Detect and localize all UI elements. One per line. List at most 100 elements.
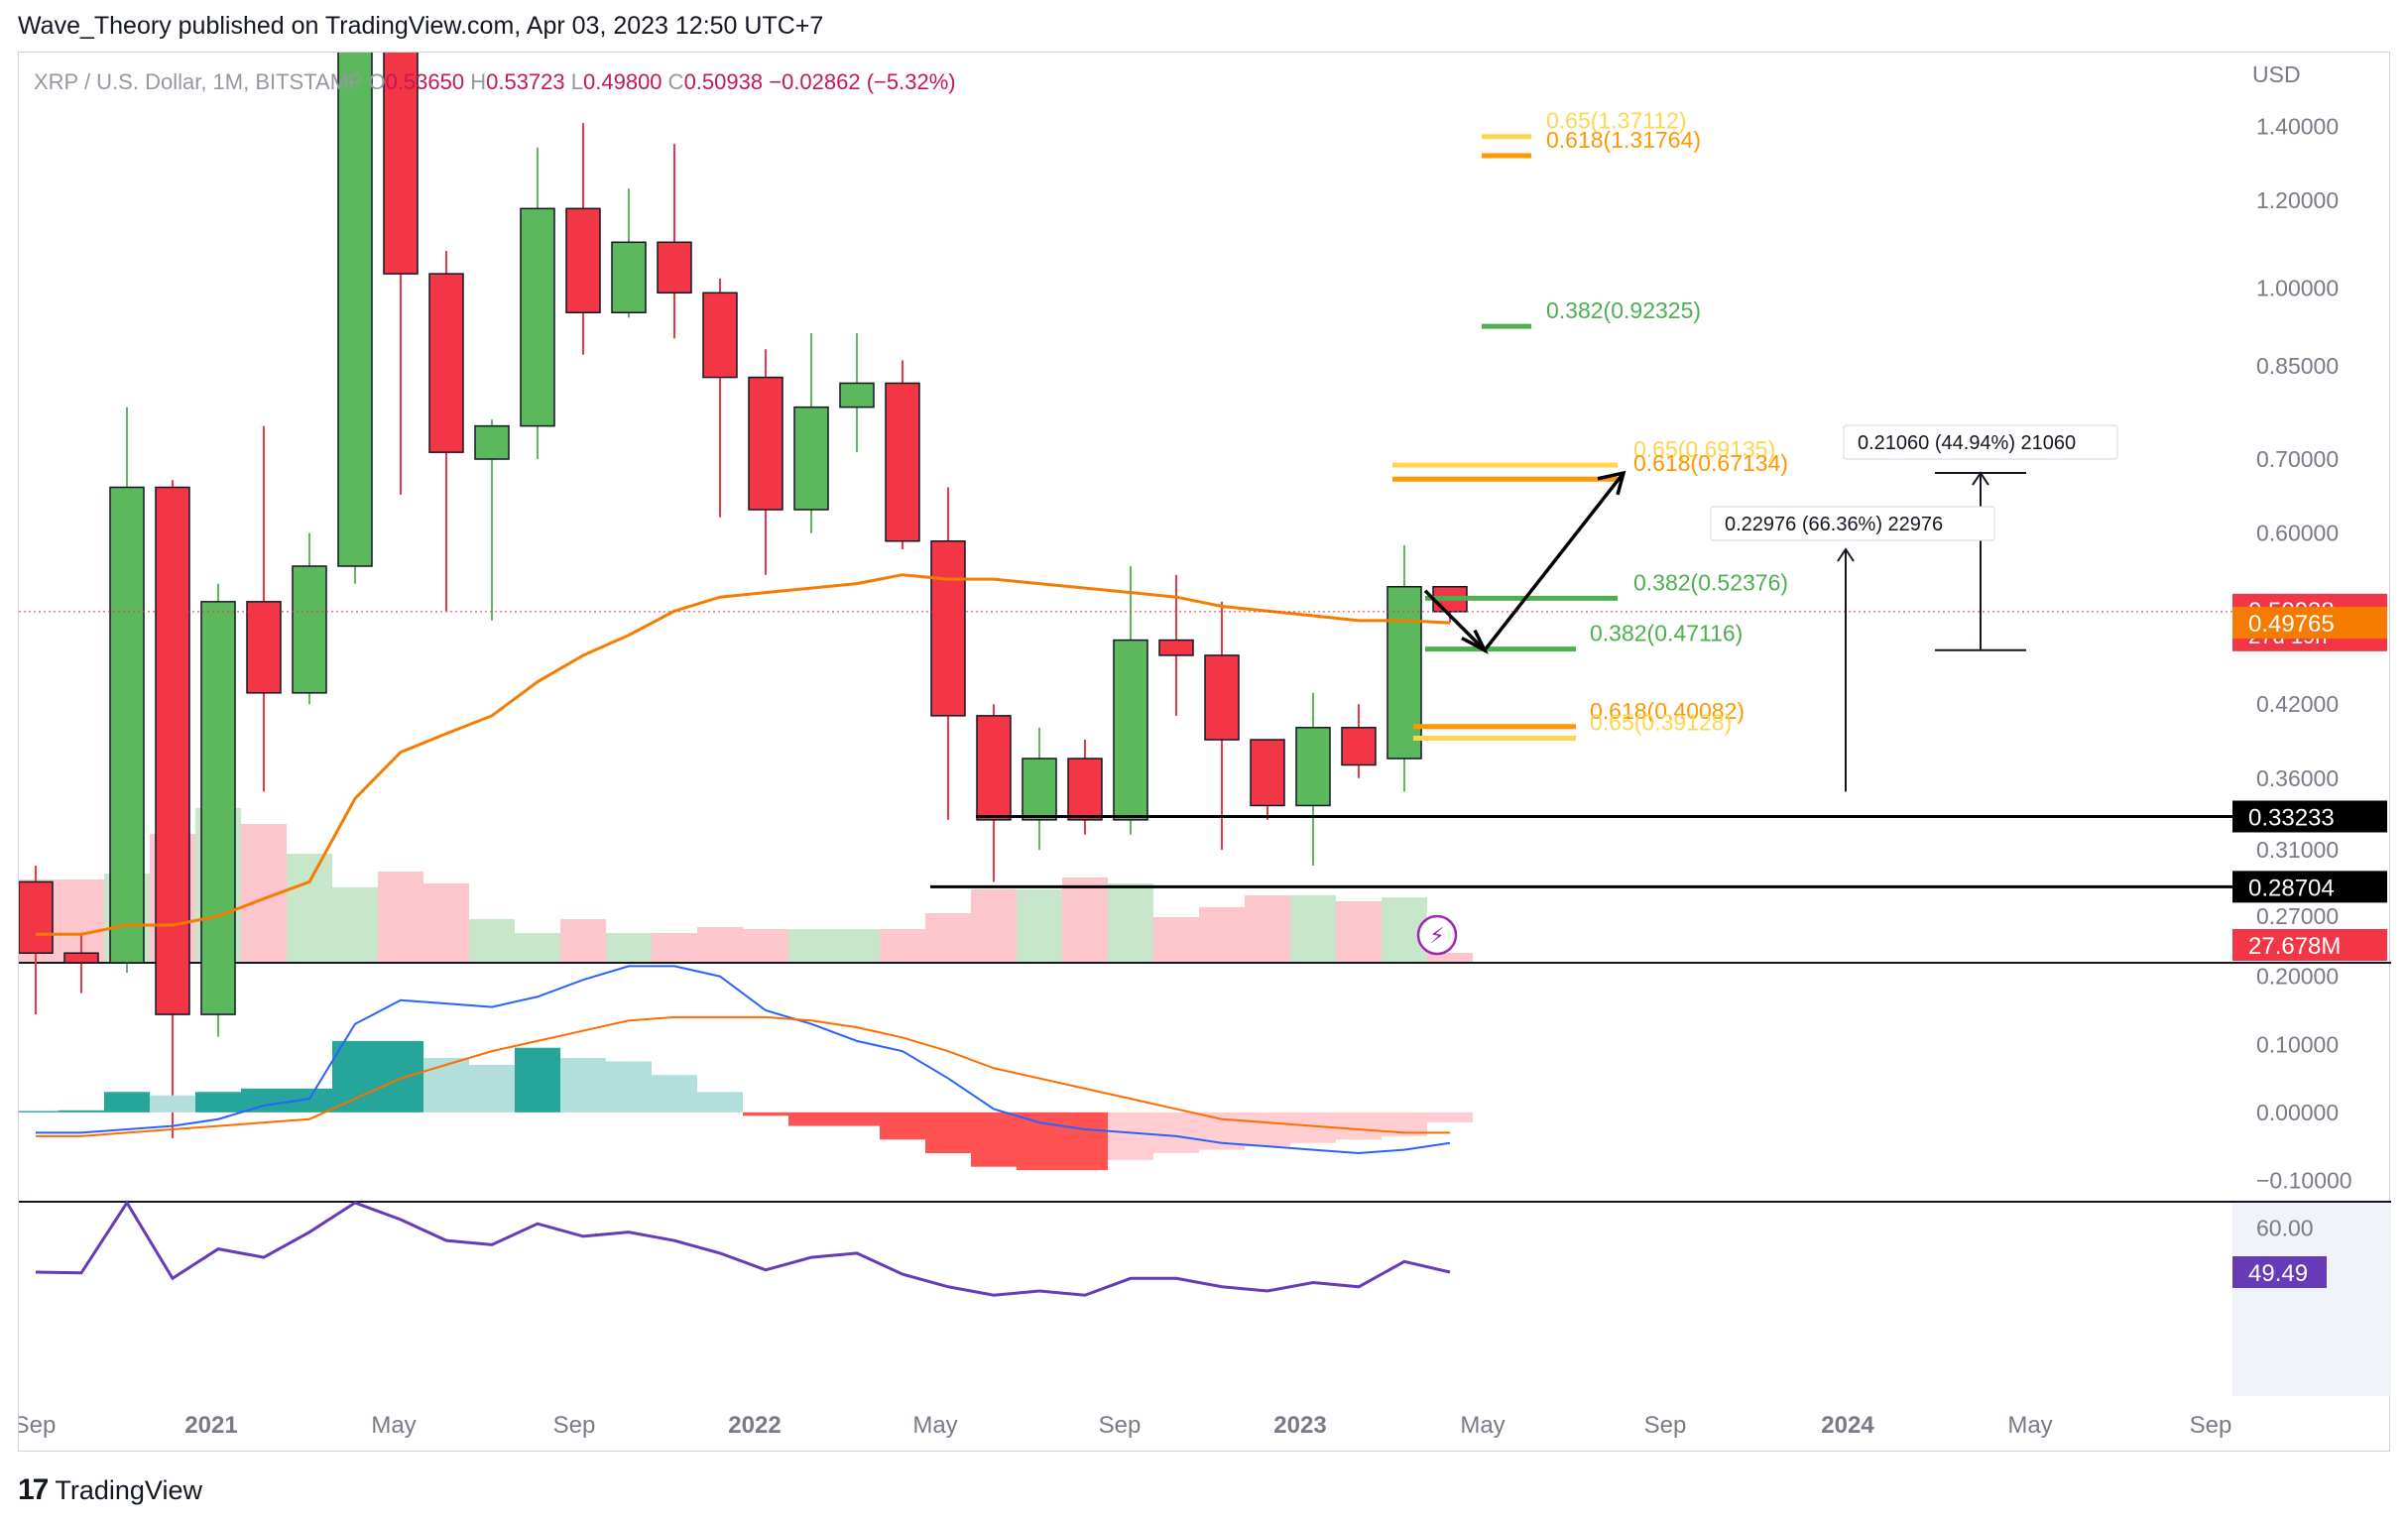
candle-body — [63, 952, 99, 964]
volume-bar — [378, 872, 423, 963]
tradingview-brand[interactable]: 17 TradingView — [18, 1473, 202, 1507]
fib-level-label: 0.618(1.31764) — [1546, 127, 1701, 153]
candle-body — [1067, 758, 1103, 821]
time-tick: 2024 — [1821, 1412, 1874, 1439]
volume-bar — [925, 913, 971, 963]
legend-low-label: L — [570, 69, 584, 94]
price-tick: 0.70000 — [2256, 446, 2339, 472]
macd-tick: 0.00000 — [2256, 1100, 2339, 1125]
volume-bar — [515, 933, 560, 963]
volume-bar — [1427, 953, 1473, 963]
volume-bar — [287, 854, 332, 963]
volume-bar — [1245, 895, 1290, 963]
volume-bar — [560, 919, 606, 963]
macd-histogram-bar — [332, 1040, 378, 1112]
price-tick: 0.31000 — [2256, 837, 2339, 863]
drawings-layer: 0.65(1.37112)0.618(1.31764) 0.382(0.92325… — [19, 108, 2232, 956]
volume-bar — [423, 883, 469, 963]
time-tick: Sep — [553, 1412, 596, 1439]
price-label-text: 0.28704 — [2248, 875, 2335, 901]
volume-bar — [743, 929, 788, 963]
candle-body — [611, 241, 647, 313]
fib-level-label: 0.382(0.47116) — [1590, 621, 1743, 646]
fib-level-label: 0.382(0.52376) — [1633, 569, 1788, 595]
macd-histogram-bar — [195, 1092, 241, 1112]
macd-histogram-bar — [880, 1112, 925, 1140]
volume-bar — [606, 933, 652, 963]
candle-body — [657, 241, 692, 294]
volume-bar — [1017, 889, 1062, 963]
candles-layer — [19, 53, 1468, 1138]
measure-box — [1710, 506, 1995, 541]
time-tick: May — [1460, 1412, 1505, 1439]
time-tick: 2023 — [1273, 1412, 1326, 1439]
measure-arrowhead — [1837, 547, 1855, 562]
fib-level-label: 0.65(1.37112) — [1546, 108, 1687, 134]
time-axis-layer: Sep 2021 May Sep 2022 May Sep 2023 May Sep 2024 May… — [19, 1412, 2231, 1439]
time-tick: May — [371, 1412, 416, 1439]
price-label-box — [2232, 929, 2387, 961]
macd-histogram-bar — [423, 1058, 469, 1112]
candle-body — [565, 207, 601, 313]
macd-histogram-bar — [104, 1092, 150, 1112]
price-tick: 1.20000 — [2256, 187, 2339, 213]
legend-symbol: XRP / U.S. Dollar, 1M, BITSTAMP — [34, 69, 363, 94]
macd-signal-line — [36, 1015, 1450, 1137]
chart-svg[interactable]: 0.65(1.37112)0.618(1.31764) 0.382(0.92325… — [19, 53, 2391, 1453]
macd-histogram-bar — [971, 1112, 1017, 1167]
macd-histogram-bar — [652, 1075, 697, 1112]
price-label-text: 0.49765 — [2248, 611, 2335, 638]
price-tick: 0.36000 — [2256, 765, 2339, 791]
price-label-text: 0.33233 — [2248, 804, 2335, 831]
candle-body — [976, 715, 1012, 821]
time-tick: 2022 — [728, 1412, 781, 1439]
time-tick: Sep — [19, 1412, 56, 1439]
volume-bar — [1199, 907, 1245, 963]
macd-histogram-bar — [606, 1061, 652, 1112]
price-tick: 1.00000 — [2256, 275, 2339, 300]
macd-histogram-bar — [1062, 1112, 1108, 1171]
lightning-icon — [1416, 914, 1458, 956]
lightning-glyph: ⚡ — [1429, 924, 1444, 949]
candle-body — [702, 292, 738, 379]
candle-body — [885, 382, 920, 542]
volume-bar — [1062, 878, 1108, 963]
volume-bar — [652, 933, 697, 963]
publisher-line: Wave_Theory published on TradingView.com… — [18, 12, 824, 40]
price-label-box — [2232, 607, 2387, 640]
macd-histogram-bar — [1017, 1112, 1062, 1171]
fib-level-label: 0.618(0.67134) — [1633, 450, 1788, 476]
price-label-box — [2232, 800, 2387, 833]
legend-change: −0.02862 (−5.32%) — [769, 69, 956, 94]
macd-histogram-bar — [560, 1058, 606, 1112]
price-tick: 0.27000 — [2256, 903, 2339, 929]
price-axis-layer: USD 1.40000 1.20000 1.00000 0.85000 0.70000 0.… — [2232, 61, 2387, 961]
price-tick: 0.42000 — [2256, 691, 2339, 717]
price-tick: 0.60000 — [2256, 521, 2339, 546]
candle-body — [1022, 758, 1057, 821]
time-tick: Sep — [1644, 1412, 1687, 1439]
candle-body — [1113, 639, 1148, 821]
fib-level-label: 0.65(0.69135) — [1633, 436, 1775, 462]
macd-histogram-bar — [378, 1040, 423, 1112]
volume-bar — [469, 919, 515, 963]
macd-histogram-bar — [59, 1110, 104, 1112]
candle-body — [474, 424, 510, 460]
macd-histogram-bar — [469, 1064, 515, 1112]
brand-name: TradingView — [55, 1474, 202, 1505]
volume-bar — [1153, 917, 1199, 963]
time-tick: Sep — [1099, 1412, 1142, 1439]
macd-histogram-bar — [1427, 1112, 1473, 1123]
legend-open: 0.53650 — [385, 69, 465, 94]
macd-histogram-bar — [1108, 1112, 1153, 1160]
macd-histogram-bar — [19, 1111, 59, 1112]
candle-body — [337, 53, 373, 567]
candle-body — [930, 539, 966, 717]
volume-bar — [332, 887, 378, 963]
candle-body — [520, 207, 555, 427]
macd-tick: 0.10000 — [2256, 1031, 2339, 1057]
legend-close-label: C — [667, 69, 684, 94]
macd-histogram-bar — [1336, 1112, 1382, 1140]
macd-tick: −0.10000 — [2256, 1167, 2352, 1193]
candle-body — [383, 53, 419, 275]
